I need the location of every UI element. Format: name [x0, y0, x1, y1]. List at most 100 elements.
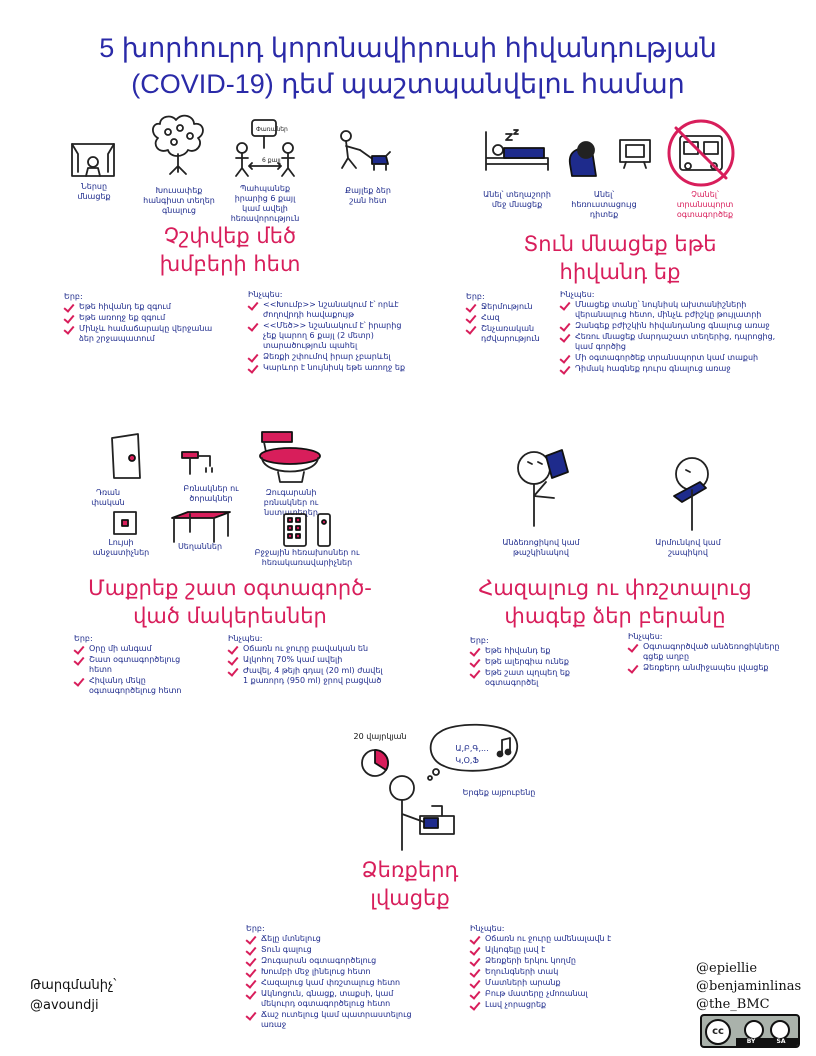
list-item: Զանգեք բժիշկին հիվանդանոց գնալուց առաջ: [560, 321, 782, 331]
share-alike-icon: [770, 1020, 790, 1040]
list-item: Մատների արանք: [470, 978, 640, 988]
toilet-icon: [259, 431, 321, 483]
page-title-line-1: 5 խորհուրդ կորոնավիրուսի հիվանդության: [99, 33, 717, 63]
list-item: Ճաշ ուտելուց կամ պատրաստելուց առաջ: [246, 1010, 426, 1030]
bed-icon: [485, 129, 549, 171]
no-transport-caption: Չանել՝ տրանսպորտ օգտագործեք: [676, 190, 734, 219]
clean-heading: Մաքրեք շատ օգտագործ- ված մակերեսներ: [60, 574, 400, 630]
credit-handle-1: @epiellie: [696, 961, 758, 976]
crowds-heading-line-1: Չշփվեք մեծ: [163, 224, 297, 248]
list-item: Օճառն ու ջուրը ամենալավն է: [470, 934, 640, 944]
clean-heading-line-1: Մաքրեք շատ օգտագործ-: [88, 576, 372, 600]
table-caption: Սեղաններ: [177, 542, 223, 551]
table-icon: [171, 511, 231, 543]
timer-label: 20 վայրկյան: [353, 732, 407, 741]
distance-icon: Փառաներ 6 քայլ: [235, 119, 295, 177]
list-item: Ձեռքի շփումով իրար չբարևել: [248, 352, 408, 362]
list-item: Ձեռքերի երկու կողմը: [470, 956, 640, 966]
by-person-icon: [744, 1020, 764, 1040]
wash-heading: Ձեռքերդ լվացեք: [320, 856, 500, 912]
phone-remote-icon: [283, 513, 331, 547]
translator-handle: @avoundji: [30, 998, 99, 1013]
translator-label: Թարգմանիչ՝: [30, 978, 117, 993]
list-item: Եթե հիվանդ եք: [470, 646, 590, 656]
stay-inside-caption: Ներսը մնացեք: [77, 182, 111, 201]
stay-home-why-list: Մնացեք տանը՝ նույնիսկ ախտանիշների վերանա…: [560, 300, 782, 375]
timer-icon: [361, 749, 389, 777]
cc-icon: cc: [705, 1019, 731, 1045]
mouth-why-label: Ինչպես:: [628, 632, 663, 641]
stay-home-heading-line-2: հիվանդ եք: [559, 260, 681, 284]
list-item: Ակնոցուն, գնացք, տաքսի, կամ մեկուրդ օգտա…: [246, 989, 426, 1009]
mouth-when-list: Եթե հիվանդ եք Եթե ալերգիա ունեք Եթե շատ …: [470, 646, 590, 689]
list-item: Ալկոգելը լավ է: [470, 945, 640, 955]
crowds-when-list: Եթե հիվանդ եք զգում Եթե առողջ եք զգում Մ…: [64, 302, 214, 345]
stay-home-heading: Տուն մնացեք եթե հիվանդ եք: [500, 230, 740, 286]
light-switch-icon: [113, 511, 137, 535]
wash-why-list: Օճառն ու ջուրը ամենալավն է Ալկոգելը լավ …: [470, 934, 640, 1011]
page-title: 5 խորհուրդ կորոնավիրուսի հիվանդության (C…: [40, 30, 776, 102]
crowds-heading: Չշփվեք մեծ խմբերի հետ: [120, 222, 340, 278]
list-item: Ձեռքերդ անմիջապես լվացեք: [628, 663, 788, 673]
mouth-heading-line-2: փագեք ձեր բերանը: [504, 604, 726, 628]
list-item: Մի օգտագործեք տրանսպորտ կամ տաքսի: [560, 353, 782, 363]
list-item: <<Մեծ>> նշանակում է՝ իրարից չեք կարող 6 …: [248, 321, 408, 351]
list-item: Եթե շատ պղպեղ եք օգտագործել: [470, 668, 590, 688]
crowds-when-label: Երբ:: [64, 292, 83, 301]
cc-license-badge: cc BY SA: [700, 1014, 800, 1048]
license-by: BY: [746, 1038, 756, 1045]
clean-when-list: Օրը մի անգամ Շատ օգտագործելուց հետո Հիվա…: [74, 644, 204, 697]
mouth-why-list: Օգտագործված անձեռոցիկները գցեք աղբը Ձեռք…: [628, 642, 788, 674]
credit-handle-2: @benjaminlinas: [696, 979, 802, 994]
mouth-when-label: Երբ:: [470, 636, 489, 645]
avoid-crowds-caption: Խուսափեք հանգիստ տեղեր գնալուց: [143, 186, 215, 215]
stay-home-when-label: Երբ:: [466, 292, 485, 301]
list-item: Ալկոհոլ 70% կամ ավելի: [228, 655, 388, 665]
list-item: Օրը մի անգամ: [74, 644, 204, 654]
list-item: Բութ մատերը չմոռանալ: [470, 989, 640, 999]
stay-home-why-label: Ինչպես:: [560, 290, 595, 299]
door-handle-caption: Դռան փական: [91, 488, 125, 507]
list-item: <<Խումբ>> նշանակում է՝ որևէ ժողովրդի հավ…: [248, 300, 408, 320]
dog-walk-caption: Քայլեք ձեր շան հետ: [345, 186, 391, 205]
song-bubble-text: Ա,Բ,Գ,...: [455, 744, 489, 753]
dog-walk-icon: [340, 130, 391, 171]
list-item: Դիմակ հագնեք դուրս գնալուց առաջ: [560, 364, 782, 374]
crowds-heading-line-2: խմբերի հետ: [159, 252, 301, 276]
list-item: Հազ: [466, 313, 556, 323]
list-item: Եղունգների տակ: [470, 967, 640, 977]
list-item: Կարևոր է նույնիսկ եթե առողջ եք: [248, 363, 408, 373]
credit-handle-3: @the_BMC: [696, 997, 770, 1012]
list-item: Շնչառական դժվարություն: [466, 324, 556, 344]
speech-bubble-icon: [427, 723, 518, 781]
list-item: Հիվանդ մեկը օգտագործելուց հետո: [74, 676, 204, 696]
keep-distance-caption: Պահպանեք իրարից 6 քայլ կամ ավելի հեռավոր…: [230, 184, 300, 223]
clean-heading-line-2: ված մակերեսներ: [133, 604, 327, 628]
license-sa: SA: [776, 1038, 786, 1045]
clean-why-label: Ինչպես:: [228, 634, 263, 643]
distance-text: 6 քայլ: [262, 157, 281, 164]
toilet-caption: Զուգարանի բռնակներ ու նստատեղեր: [263, 488, 319, 517]
list-item: Մինչև համաճարակը վերջանա ձեր շրջապատում: [64, 324, 214, 344]
list-item: Հազալուց կամ փռշտալուց հետո: [246, 978, 426, 988]
tissue-cough-icon: [517, 449, 569, 527]
watch-tv-caption: Անել՝ հեռուստացույց դիտեք: [571, 190, 637, 219]
list-item: Շատ օգտագործելուց հետո: [74, 655, 204, 675]
phone-remote-caption: Բջջային հեռախոսներ ու հեռակառավարիչներ: [254, 548, 360, 567]
elbow-cough-icon: [673, 457, 709, 531]
door-handle-icon: [111, 433, 141, 479]
list-item: Խումբի մեջ լինելուց հետո: [246, 967, 426, 977]
faucet-caption: Բռնակներ ու ծորակներ: [183, 484, 239, 503]
wash-when-list: Ճելը մտնելուց Տուն գալուց Զուգարան օգտագ…: [246, 934, 426, 1031]
wash-when-label: Երբ:: [246, 924, 265, 933]
list-item: Մնացեք տանը՝ նույնիսկ ախտանիշների վերանա…: [560, 300, 782, 320]
song-bubble-text-2: Կ,Օ,Ֆ: [455, 756, 479, 765]
crowd-avoid-icon: [152, 114, 204, 175]
stay-home-when-list: Ջերմություն Հազ Շնչառական դժվարություն: [466, 302, 556, 345]
stay-in-bed-caption: Անել՝ տեղաշորի մեջ մնացեք: [483, 190, 551, 209]
crowds-why-list: <<Խումբ>> նշանակում է՝ որևէ ժողովրդի հավ…: [248, 300, 408, 374]
wash-heading-line-2: լվացեք: [370, 886, 450, 910]
list-item: Զուգարան օգտագործելուց: [246, 956, 426, 966]
faucet-icon: [181, 451, 213, 475]
handwash-icon: [389, 775, 455, 851]
